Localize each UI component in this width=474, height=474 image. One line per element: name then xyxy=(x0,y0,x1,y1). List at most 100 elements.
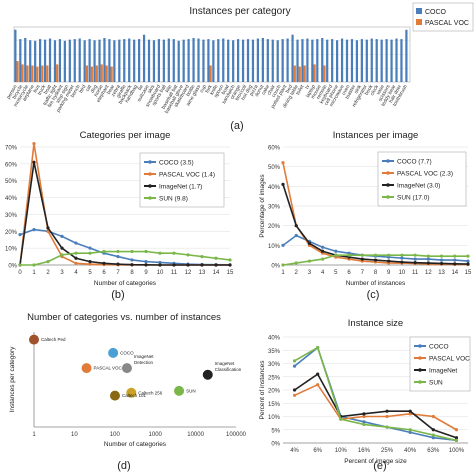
chart-d-ylabel: Instances per category xyxy=(9,346,16,413)
chart-b-point-0 xyxy=(88,246,92,250)
chart-a-bar-voc xyxy=(110,66,113,82)
chart-d-point-label: ImageNet xyxy=(215,361,235,366)
chart-e-legend-label-0: COCO xyxy=(429,344,449,351)
chart-a-bar-coco xyxy=(246,39,250,82)
chart-e-legend-label-2: ImageNet xyxy=(429,368,457,375)
chart-a-bar-coco xyxy=(118,39,121,82)
chart-a-bar-coco xyxy=(123,39,126,82)
chart-b-point-1 xyxy=(46,229,50,233)
chart-a-bar-coco xyxy=(232,40,235,82)
chart-b-legend-marker-1 xyxy=(148,172,152,176)
chart-d-point-label: Caltech 256 xyxy=(138,390,163,395)
chart-a-tick-label: bear xyxy=(106,84,116,96)
chart-a-bar-coco xyxy=(197,38,200,82)
chart-a-bar-coco xyxy=(370,38,373,82)
chart-a-bar-coco xyxy=(251,39,255,82)
chart-a-bar-coco xyxy=(345,39,349,82)
chart-c-ytick: 50% xyxy=(268,165,281,171)
chart-c-point-2 xyxy=(373,258,378,262)
chart-a-tick-label: bottle xyxy=(185,84,196,98)
chart-a-tick-label: horse xyxy=(93,84,105,98)
chart-a-bar-voc xyxy=(313,64,316,82)
chart-e-xtick: 63% xyxy=(427,448,440,454)
chart-a-bar-coco xyxy=(266,39,269,82)
chart-d-point xyxy=(174,385,185,396)
chart-a-bar-voc xyxy=(46,65,49,82)
chart-a-bar-voc xyxy=(41,65,44,82)
chart-e-point-2 xyxy=(292,388,297,392)
chart-c-point-3 xyxy=(466,254,470,258)
chart-c-point-3 xyxy=(439,254,444,258)
chart-b-point-3 xyxy=(228,258,232,262)
chart-a-tick-label: oven xyxy=(341,84,352,97)
chart-e-legend-marker-1 xyxy=(418,356,422,360)
chart-c-ytick: 0% xyxy=(271,264,280,270)
chart-b-xlabel: Number of categories xyxy=(94,280,157,287)
chart-c-point-0 xyxy=(321,245,325,249)
chart-b-point-3 xyxy=(46,260,50,264)
chart-a-bar-coco xyxy=(340,38,344,82)
chart-e-xtick: 25% xyxy=(381,448,394,454)
chart-d-point-label: Classification xyxy=(215,367,242,372)
chart-b-legend-label-2: ImageNet (1.7) xyxy=(159,184,202,191)
chart-d-point-label: PASCAL VOC xyxy=(94,366,123,371)
chart-e-point-3 xyxy=(385,425,389,429)
chart-a-bar-coco xyxy=(375,39,378,82)
chart-b-point-2 xyxy=(214,263,218,267)
chart-a-bar-coco xyxy=(390,39,393,82)
chart-a-bar-coco xyxy=(326,39,329,82)
chart-e-point-2 xyxy=(316,372,320,376)
chart-c-xtick: 4 xyxy=(321,270,325,276)
chart-a-bar-coco xyxy=(222,38,225,82)
chart-c-ytick: 20% xyxy=(268,224,281,230)
chart-a-bar-coco xyxy=(355,40,359,82)
chart-a-bar-voc xyxy=(105,65,108,82)
chart-b-point-2 xyxy=(172,263,176,267)
chart-d-point xyxy=(29,334,39,345)
chart-c-xtick: 12 xyxy=(425,270,432,276)
chart-e-point-3 xyxy=(362,422,366,427)
chart-c-point-2 xyxy=(426,261,430,265)
chart-e-legend-marker-2 xyxy=(418,368,422,372)
chart-a-tick-label: toilet xyxy=(295,83,306,96)
chart-a-bar-coco xyxy=(14,29,17,82)
chart-e-point-1 xyxy=(431,414,435,419)
chart-b-point-0 xyxy=(32,228,36,232)
chart-d-xtick: 10000 xyxy=(187,432,204,438)
chart-a-legend-box xyxy=(412,2,474,32)
chart-e-point-3 xyxy=(292,359,297,363)
chart-a-legend-coco: COCO xyxy=(425,9,447,16)
chart-a-bar-coco xyxy=(227,39,230,82)
chart-b-point-2 xyxy=(116,262,120,266)
chart-a-bar-coco xyxy=(152,40,156,82)
chart-a-bar-coco xyxy=(365,39,368,82)
chart-a-bar-coco xyxy=(192,38,195,82)
chart-b-legend-label-3: SUN (9.8) xyxy=(159,196,188,203)
chart-b-xtick: 3 xyxy=(60,270,64,276)
chart-c-legend-marker-0 xyxy=(386,159,390,163)
chart-d-xtick: 1000 xyxy=(149,432,163,438)
chart-a-bar-coco xyxy=(53,40,57,82)
chart-c-point-2 xyxy=(321,249,325,253)
chart-c-ytick: 40% xyxy=(268,185,281,191)
chart-b-point-3 xyxy=(102,249,106,254)
chart-c-xtick: 7 xyxy=(361,270,365,276)
chart-a-bar-coco xyxy=(261,38,264,82)
chart-b-point-2 xyxy=(228,263,232,267)
chart-a-bar-voc xyxy=(298,66,301,82)
chart-b-xtick: 0 xyxy=(18,270,22,276)
chart-a-tick-label: book xyxy=(364,84,375,97)
chart-c-xtick: 15 xyxy=(465,270,472,276)
chart-e-ytick: 0% xyxy=(271,442,280,448)
chart-b-xtick: 8 xyxy=(130,270,134,276)
chart-a-bar-voc xyxy=(21,64,24,82)
chart-a-bar-coco xyxy=(177,40,180,82)
chart-b-xtick: 2 xyxy=(46,270,50,276)
chart-e-point-3 xyxy=(316,346,320,350)
chart-a-tick-label: dog xyxy=(90,84,99,94)
chart-c-xtick: 6 xyxy=(347,270,351,276)
chart-a-bar-voc xyxy=(90,66,93,82)
chart-c-point-2 xyxy=(281,182,285,186)
chart-a-bar-coco xyxy=(128,38,131,82)
chart-a-bar-coco xyxy=(157,39,161,82)
